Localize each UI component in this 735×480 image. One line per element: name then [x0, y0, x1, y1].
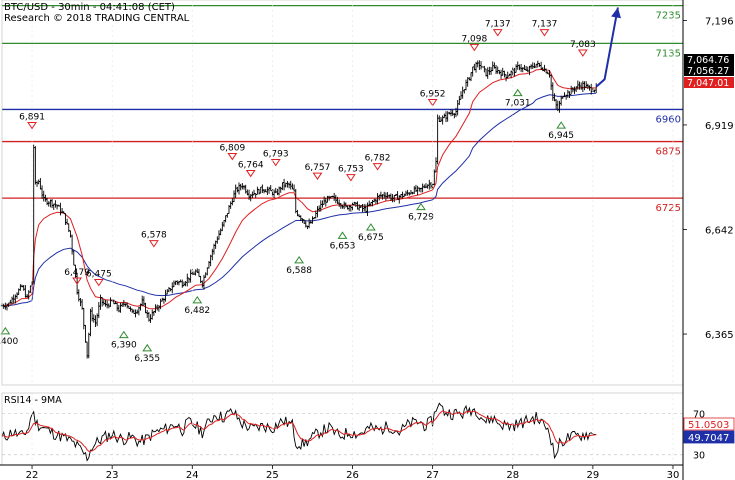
x-tick-label-26: 26 [346, 470, 359, 480]
swing-high-marker [72, 277, 83, 285]
level-label-7135: 7135 [656, 48, 681, 59]
swing-high-marker [93, 279, 104, 287]
swing-high-marker [577, 49, 588, 57]
swing-high-label: 7,137 [532, 20, 558, 30]
last-price-label: 7,056.27 [687, 66, 729, 77]
rsi-ma-line [1, 410, 597, 452]
ma-fast-line [1, 68, 597, 310]
last-price-label: 7,064.76 [687, 55, 729, 66]
swing-low-marker [118, 330, 129, 339]
level-label-6960: 6960 [656, 114, 681, 125]
swing-low-marker [365, 223, 376, 231]
swing-high-marker [427, 98, 438, 107]
swing-low-marker [192, 295, 203, 304]
swing-low-marker [512, 88, 523, 97]
swing-high-marker [312, 172, 323, 180]
swing-high-label: 6,809 [219, 143, 245, 153]
swing-high-label: 6,757 [305, 163, 331, 173]
swing-low-marker [556, 121, 567, 129]
price-panel: 7235 7135 6960 6875 6725 6,891 6,400 6,4796,475… [0, 5, 683, 364]
forecast-arrow-line [595, 7, 619, 88]
swing-high-label: 6,475 [86, 270, 112, 280]
swing-high-label: 7,098 [461, 34, 487, 44]
swing-high-marker [539, 29, 550, 37]
swing-low-marker [0, 326, 11, 335]
rsi-y-tick-label-30: 30 [693, 451, 705, 462]
swing-low-marker [337, 231, 348, 239]
last-price-box [684, 65, 734, 76]
ma-slow-line [1, 92, 597, 307]
x-tick-label-27: 27 [426, 470, 439, 480]
last-price-label: 7,047.01 [687, 78, 729, 89]
swing-high-marker [372, 163, 383, 171]
swing-high-label: 6,952 [420, 89, 446, 99]
swing-high-marker [27, 122, 37, 130]
swing-low-marker [416, 202, 426, 211]
swing-low-label: 6,729 [408, 213, 434, 223]
swing-high-marker [492, 29, 503, 37]
swing-high-label: 6,753 [338, 165, 364, 175]
y-tick-label-0: 7,196 [705, 16, 734, 27]
swing-high-label: 6,764 [238, 160, 264, 170]
y-tick-label-1: 6,919 [705, 121, 734, 132]
swing-low-label: 6,482 [184, 306, 210, 316]
rsi-title: RSI14 - 9MA [4, 395, 62, 406]
last-price-box [684, 54, 734, 65]
swing-high-label: 7,137 [485, 20, 511, 30]
rsi-last-label: 51.0503 [688, 420, 729, 431]
swing-low-label: 6,653 [330, 241, 356, 251]
swing-low-marker [294, 255, 305, 264]
rsi-last-box [683, 417, 735, 431]
swing-low-label: 6,675 [358, 233, 384, 243]
swing-low-label: 6,588 [286, 266, 312, 276]
price-bars [0, 60, 598, 359]
swing-high-label: 6,793 [263, 149, 289, 159]
y-tick-label-3: 6,365 [705, 330, 734, 341]
x-tick-label-23: 23 [106, 470, 119, 480]
swing-high-marker [227, 152, 238, 161]
swing-low-label: 6,945 [548, 131, 574, 141]
x-tick-label-24: 24 [186, 470, 199, 480]
rsi-y-tick-label-70: 70 [693, 410, 705, 421]
swing-high-marker [469, 43, 480, 52]
last-price-box [684, 77, 734, 88]
swing-high-marker [148, 240, 159, 248]
swing-high-label: 7,083 [570, 40, 596, 50]
forecast-arrow-head [611, 7, 621, 19]
level-label-7235: 7235 [656, 11, 681, 22]
x-tick-label-25: 25 [266, 470, 279, 480]
swing-low-label: 6,400 [0, 337, 18, 347]
swing-high-label: 6,782 [365, 154, 391, 164]
x-tick-label-28: 28 [506, 470, 519, 480]
swing-high-marker [345, 174, 356, 182]
y-tick-label-2: 6,642 [705, 225, 734, 236]
rsi-last-label: 49.7047 [688, 433, 729, 444]
chart-title: BTC/USD - 30min - 04:41:08 (CET) [4, 2, 175, 13]
x-tick-label-30: 30 [667, 470, 680, 480]
swing-low-marker [142, 343, 153, 352]
x-tick-label-29: 29 [587, 470, 600, 480]
rsi-line [1, 402, 597, 462]
swing-high-label: 6,578 [141, 231, 167, 241]
level-label-6875: 6875 [656, 147, 681, 158]
rsi-panel: RSI14 - 9MA [1, 395, 683, 462]
x-tick-label-22: 22 [26, 470, 39, 480]
swing-high-marker [270, 158, 281, 167]
swing-low-label: 6,390 [111, 341, 137, 351]
swing-low-label: 7,031 [505, 99, 531, 109]
swing-high-label: 6,479 [64, 268, 90, 278]
swing-low-label: 6,355 [134, 354, 160, 364]
research-credit: Research © 2018 TRADING CENTRAL [4, 13, 190, 24]
swing-high-label: 6,891 [19, 113, 45, 123]
swing-high-marker [245, 169, 256, 178]
level-label-6725: 6725 [656, 203, 681, 214]
rsi-last-box [683, 430, 735, 444]
